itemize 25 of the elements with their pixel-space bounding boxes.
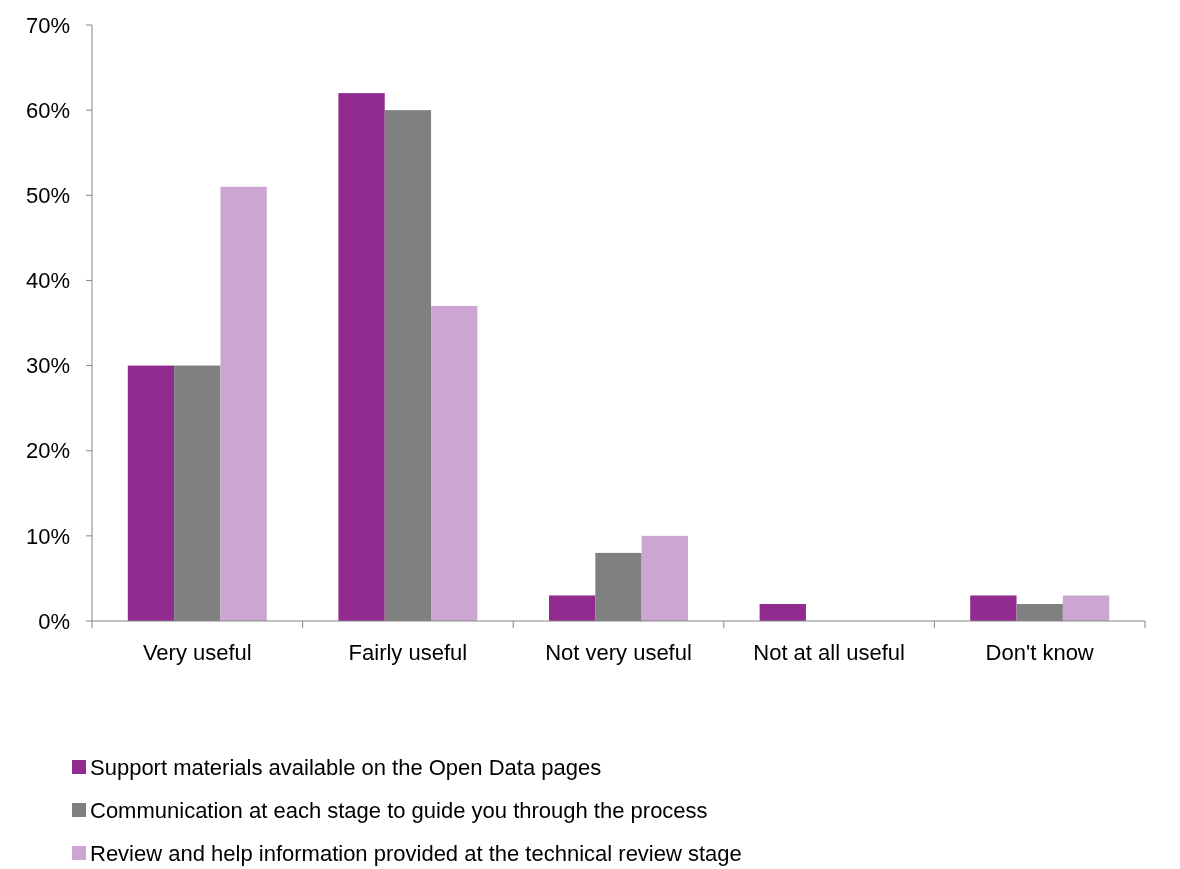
y-tick-label: 60%: [25, 97, 70, 123]
y-tick-label: 0%: [38, 608, 70, 634]
x-tick-label: Not very useful: [545, 640, 692, 665]
bar: [127, 365, 175, 621]
bar: [641, 535, 688, 621]
y-tick-label: 70%: [25, 12, 70, 38]
bar: [338, 93, 385, 621]
bar: [759, 603, 806, 621]
bar: [431, 305, 478, 621]
bar: [220, 186, 267, 621]
bar: [970, 595, 1017, 621]
bar: [549, 595, 596, 621]
legend-label: Communication at each stage to guide you through the process: [90, 797, 708, 823]
y-tick-label: 40%: [25, 268, 70, 294]
legend-label: Review and help information provided at the technical review stage: [90, 840, 742, 866]
x-tick-label: Fairly useful: [348, 640, 468, 665]
legend-label: Support materials available on the Open Data pages: [90, 754, 602, 780]
y-tick-label: 10%: [25, 523, 70, 549]
bar: [1062, 595, 1110, 621]
y-tick-label: 20%: [25, 438, 70, 464]
x-tick-label: Very useful: [142, 640, 252, 665]
x-tick-label: Don't know: [985, 640, 1094, 665]
x-tick-label: Not at all useful: [753, 640, 905, 665]
y-tick-label: 50%: [25, 182, 70, 208]
y-tick-label: 30%: [25, 353, 70, 379]
